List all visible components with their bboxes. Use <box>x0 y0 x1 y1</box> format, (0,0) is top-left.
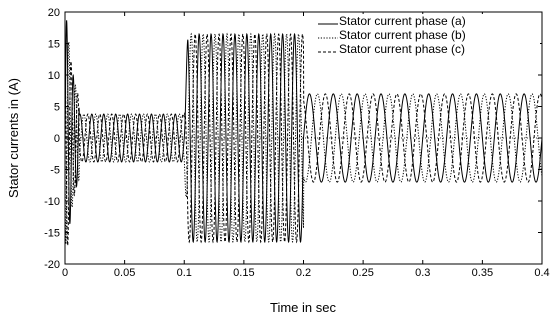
y-tick-label: -15 <box>44 228 60 240</box>
legend-box <box>316 14 540 60</box>
x-tick-label: 0.05 <box>114 267 135 279</box>
x-tick-label: 0.1 <box>177 267 192 279</box>
y-tick-label: -20 <box>44 259 60 271</box>
y-tick-label: -5 <box>50 165 60 177</box>
y-tick-label: 20 <box>48 7 60 19</box>
legend-label: Stator current phase (a) <box>339 14 466 28</box>
x-tick-label: 0.2 <box>296 267 311 279</box>
x-tick-label: 0.35 <box>472 267 493 279</box>
x-tick-label: 0.4 <box>534 267 549 279</box>
series-layer <box>65 20 542 247</box>
y-axis: -20 -15 -10 -5 0 5 10 15 20 <box>44 7 542 271</box>
y-tick-label: -10 <box>44 196 60 208</box>
x-tick-label: 0.25 <box>352 267 373 279</box>
series-line-phase-a <box>65 20 542 244</box>
y-tick-label: 5 <box>54 102 60 114</box>
y-tick-label: 0 <box>54 133 60 145</box>
x-tick-label: 0.15 <box>233 267 254 279</box>
x-tick-label: 0.3 <box>415 267 430 279</box>
x-axis: 0 0.05 0.1 0.15 0.2 0.25 0.3 0.35 0.4 <box>62 12 550 279</box>
series-line-phase-b <box>65 32 542 245</box>
y-tick-label: 15 <box>48 39 60 51</box>
series-line-phase-c <box>65 33 542 247</box>
x-tick-label: 0 <box>62 267 68 279</box>
y-tick-label: 10 <box>48 70 60 82</box>
legend: Stator current phase (a)Stator current p… <box>316 14 540 60</box>
legend-label: Stator current phase (c) <box>339 42 465 56</box>
x-axis-title: Time in sec <box>270 300 336 315</box>
legend-label: Stator current phase (b) <box>339 28 466 42</box>
y-axis-title: Stator currents in (A) <box>6 78 21 198</box>
